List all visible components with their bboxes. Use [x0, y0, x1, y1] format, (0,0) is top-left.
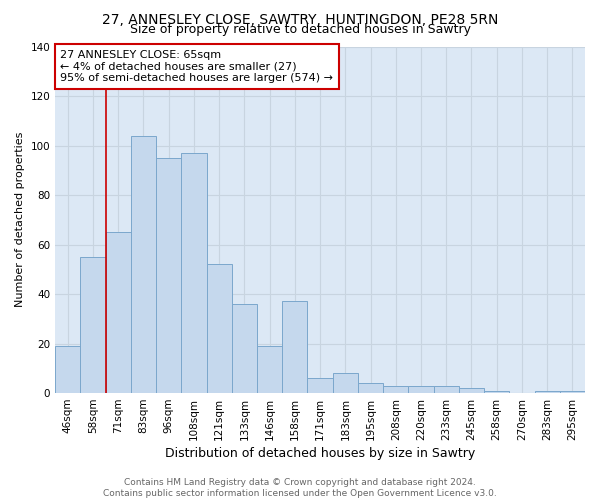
Y-axis label: Number of detached properties: Number of detached properties — [15, 132, 25, 308]
Bar — [358, 383, 383, 393]
Bar — [434, 386, 459, 393]
Text: Size of property relative to detached houses in Sawtry: Size of property relative to detached ho… — [130, 22, 470, 36]
Bar — [156, 158, 181, 393]
Bar — [181, 153, 206, 393]
X-axis label: Distribution of detached houses by size in Sawtry: Distribution of detached houses by size … — [165, 447, 475, 460]
Bar — [307, 378, 332, 393]
Text: Contains HM Land Registry data © Crown copyright and database right 2024.
Contai: Contains HM Land Registry data © Crown c… — [103, 478, 497, 498]
Bar — [80, 257, 106, 393]
Bar — [55, 346, 80, 393]
Bar — [131, 136, 156, 393]
Bar — [459, 388, 484, 393]
Bar — [106, 232, 131, 393]
Bar — [332, 374, 358, 393]
Bar — [232, 304, 257, 393]
Bar — [535, 390, 560, 393]
Bar — [257, 346, 282, 393]
Bar — [282, 302, 307, 393]
Bar — [206, 264, 232, 393]
Bar — [484, 390, 509, 393]
Text: 27, ANNESLEY CLOSE, SAWTRY, HUNTINGDON, PE28 5RN: 27, ANNESLEY CLOSE, SAWTRY, HUNTINGDON, … — [102, 12, 498, 26]
Bar — [383, 386, 409, 393]
Bar — [409, 386, 434, 393]
Bar — [560, 390, 585, 393]
Text: 27 ANNESLEY CLOSE: 65sqm
← 4% of detached houses are smaller (27)
95% of semi-de: 27 ANNESLEY CLOSE: 65sqm ← 4% of detache… — [61, 50, 334, 83]
